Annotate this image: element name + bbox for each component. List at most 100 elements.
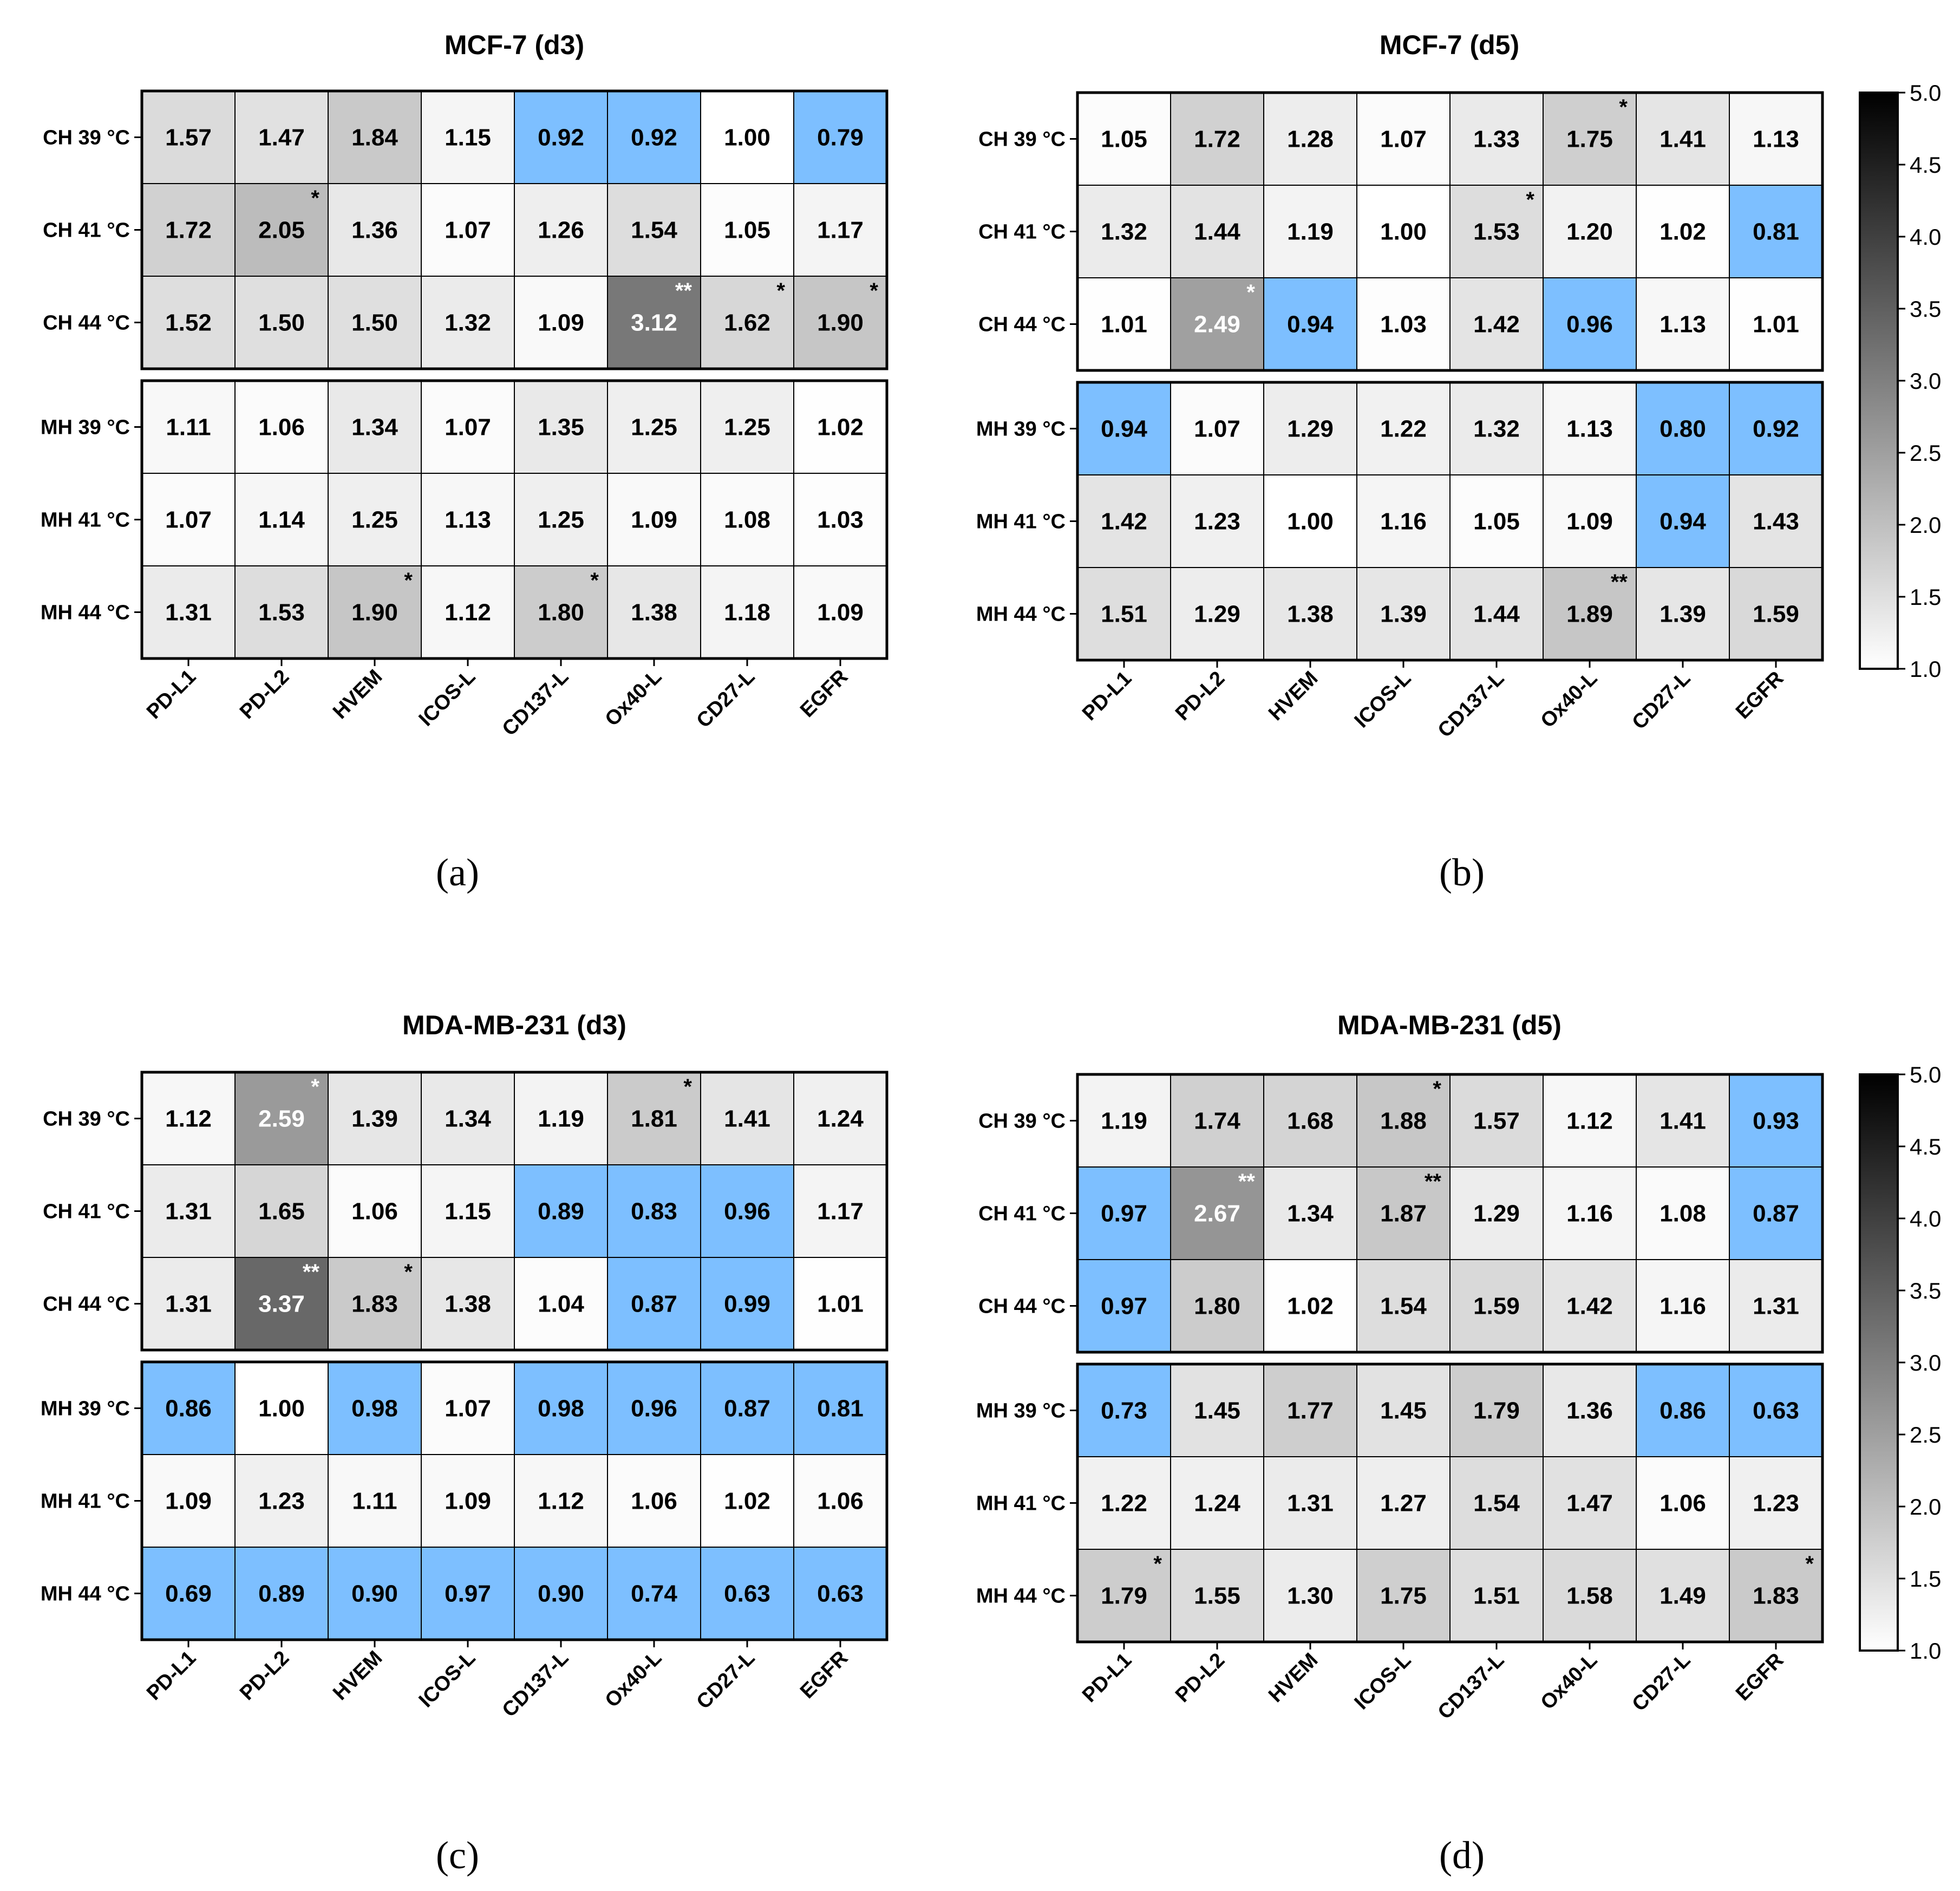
- significance-marker: *: [311, 186, 319, 210]
- heatmap-cell: [1636, 1549, 1730, 1642]
- row-label: CH 41 °C: [43, 219, 130, 242]
- cell-value-label: 0.90: [538, 1581, 584, 1607]
- heatmap-cell: [1729, 92, 1823, 186]
- heatmap-cell: [1636, 1259, 1730, 1353]
- significance-marker: *: [1153, 1552, 1162, 1576]
- cell-value-label: 1.23: [258, 1488, 305, 1515]
- heatmap-cell: [1449, 1549, 1544, 1642]
- column-label: PD-L2: [1171, 667, 1229, 725]
- cell-value-label: 1.49: [1660, 1583, 1706, 1609]
- cell-value-label: 1.32: [445, 310, 491, 336]
- cell-value-label: 1.02: [724, 1488, 770, 1515]
- cell-value-label: 1.23: [1194, 508, 1240, 535]
- cell-value-label: 0.87: [724, 1396, 770, 1422]
- cell-value-label: 1.83: [1753, 1583, 1799, 1609]
- heatmap-cell: [1543, 382, 1637, 475]
- significance-marker: **: [1425, 1170, 1442, 1194]
- cell-value-label: 1.42: [1566, 1293, 1613, 1320]
- cell-value-label: 1.29: [1287, 416, 1334, 442]
- cell-value-label: 1.06: [817, 1488, 864, 1515]
- heatmap-cell: [141, 1164, 236, 1258]
- colorbar-tick-label: 4.5: [1910, 1134, 1941, 1159]
- heatmap-cell: [1077, 1074, 1171, 1168]
- cell-value-label: 1.11: [166, 414, 211, 441]
- cell-value-label: 1.90: [351, 599, 398, 626]
- cell-value-label: 1.15: [445, 125, 491, 151]
- significance-marker: *: [404, 569, 413, 592]
- heatmap-panel-1: MCF-7 (d3) 1.57 1.47 1.84 1.15 0.92 0.92 1.00 0.…: [41, 30, 888, 894]
- heatmap-cell: [328, 565, 422, 659]
- heatmap-cell: [1543, 474, 1637, 568]
- colorbar-tick-label: 5.0: [1910, 1062, 1941, 1087]
- heatmap-cell: [793, 1257, 887, 1351]
- cell-value-label: 1.19: [1101, 1108, 1147, 1134]
- cell-value-label: 0.81: [817, 1396, 864, 1422]
- heatmap-cell: [1729, 567, 1823, 661]
- heatmap-cell: [607, 90, 701, 184]
- row-label: MH 44 °C: [41, 602, 130, 624]
- cell-value-label: 0.94: [1287, 311, 1334, 338]
- heatmap-cell: [1263, 567, 1357, 661]
- cell-value-label: 1.62: [724, 310, 770, 336]
- heatmap-cell: [328, 473, 422, 566]
- heatmap-cell: [1356, 1259, 1451, 1353]
- colorbar-tick-label: 1.0: [1910, 656, 1941, 682]
- heatmap-cell: [514, 1547, 608, 1640]
- column-label: PD-L1: [142, 1647, 200, 1705]
- cell-value-label: 1.07: [445, 414, 491, 441]
- cell-value-label: 1.02: [1660, 219, 1706, 245]
- cell-value-label: 1.25: [724, 414, 770, 441]
- heatmap-cell: [514, 473, 608, 566]
- cell-value-label: 1.09: [817, 599, 864, 626]
- cell-value-label: 1.39: [1660, 601, 1706, 628]
- cell-value-label: 0.96: [631, 1396, 677, 1422]
- heatmap-cell: [1263, 1456, 1357, 1550]
- cell-value-label: 1.01: [1753, 311, 1799, 338]
- row-label: CH 39 °C: [43, 1108, 130, 1131]
- colorbar-tick-label: 3.0: [1910, 1350, 1941, 1375]
- significance-marker: **: [1238, 1170, 1256, 1194]
- column-label: PD-L1: [1078, 1649, 1136, 1707]
- cell-value-label: 1.16: [1660, 1293, 1706, 1320]
- cell-value-label: 3.37: [258, 1291, 305, 1318]
- cell-value-label: 1.57: [165, 125, 212, 151]
- heatmap-cell: [1729, 185, 1823, 278]
- cell-value-label: 0.86: [165, 1396, 212, 1422]
- heatmap-cell: [1729, 1549, 1823, 1642]
- column-label: CD27-L: [1628, 667, 1695, 734]
- heatmap-cell: [421, 1547, 515, 1640]
- heatmap-cell: [700, 1361, 794, 1455]
- cell-value-label: 1.01: [817, 1291, 864, 1318]
- colorbar: 1.0 1.5 2.0 2.5 3.0 3.5 4.0 4.5 5.0: [1859, 1062, 1941, 1664]
- heatmap-cell: [1543, 185, 1637, 278]
- cell-value-label: 1.05: [1101, 126, 1147, 153]
- cell-value-label: 1.13: [445, 507, 491, 533]
- heatmap-cell: [1077, 277, 1171, 371]
- heatmap-cell: [1356, 474, 1451, 568]
- cell-value-label: 0.63: [1753, 1398, 1799, 1424]
- cell-value-label: 1.12: [445, 599, 491, 626]
- cell-value-label: 1.54: [1473, 1490, 1520, 1517]
- heatmap-cell: [1356, 1166, 1451, 1260]
- cell-value-label: 0.92: [538, 125, 584, 151]
- cell-value-label: 1.08: [724, 507, 770, 533]
- cell-value-label: 1.44: [1194, 219, 1240, 245]
- heatmap-cell: [793, 90, 887, 184]
- heatmap-cell: [234, 1454, 329, 1548]
- cell-value-label: 0.93: [1753, 1108, 1799, 1134]
- heatmap-cell: [421, 1072, 515, 1165]
- column-label: Ox40-L: [601, 666, 667, 731]
- cell-value-label: 1.06: [258, 414, 305, 441]
- heatmap-cell: [328, 1072, 422, 1165]
- cell-value-label: 1.75: [1566, 126, 1613, 153]
- heatmap-cell: [1170, 1166, 1264, 1260]
- heatmap-cell: [1263, 1364, 1357, 1457]
- row-label: MH 44 °C: [41, 1583, 130, 1606]
- heatmap-cell: [1449, 277, 1544, 371]
- cell-value-label: 1.65: [258, 1198, 305, 1225]
- column-label: CD137-L: [1434, 1649, 1509, 1724]
- heatmap-cell: [1729, 1166, 1823, 1260]
- heatmap-cell: [1449, 474, 1544, 568]
- heatmap-cell: [1077, 1549, 1171, 1642]
- heatmap-cell: [607, 1072, 701, 1165]
